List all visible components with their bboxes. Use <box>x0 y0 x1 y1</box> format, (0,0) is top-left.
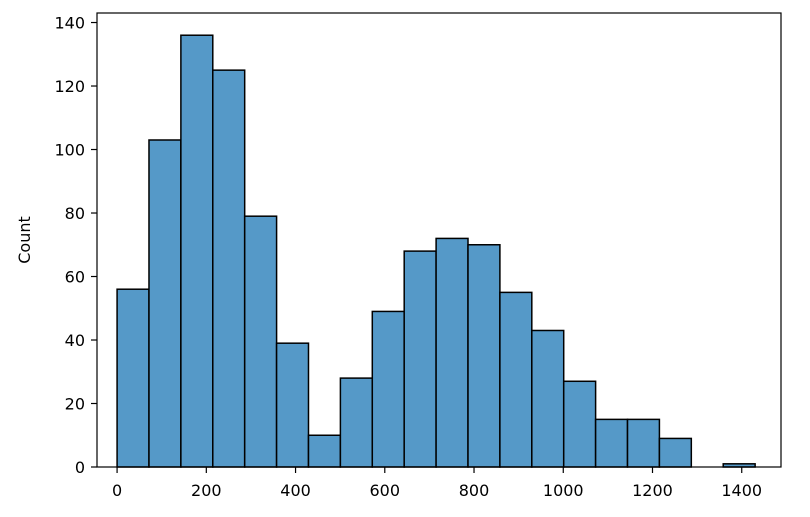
y-tick-label: 100 <box>54 141 85 160</box>
histogram-bar <box>626 418 661 468</box>
histogram-bar <box>275 342 310 468</box>
x-tick-label: 400 <box>280 481 311 500</box>
y-tick-label: 140 <box>54 14 85 33</box>
y-tick-label: 0 <box>75 458 85 477</box>
histogram-bar <box>148 139 182 468</box>
y-tick-label: 120 <box>54 77 85 96</box>
bars-group <box>116 34 756 468</box>
histogram-bar <box>371 310 405 468</box>
x-tick-label: 1200 <box>632 481 673 500</box>
histogram-bar <box>307 434 342 468</box>
plot-frame <box>96 12 782 468</box>
histogram-bar <box>403 250 437 468</box>
x-tick-label: 1400 <box>721 481 762 500</box>
y-axis: 0 20 40 60 80 100 120 140 <box>54 14 97 477</box>
y-axis-label: Count <box>15 216 34 264</box>
histogram-bar <box>212 69 246 468</box>
histogram-bar <box>339 377 374 468</box>
histogram-bar <box>467 244 501 468</box>
y-tick-label: 80 <box>65 204 85 223</box>
y-tick-label: 40 <box>65 331 85 350</box>
x-tick-label: 0 <box>112 481 122 500</box>
y-tick-label: 60 <box>65 268 85 287</box>
histogram-bar <box>180 34 214 468</box>
y-tick-label: 20 <box>65 395 85 414</box>
x-tick-label: 600 <box>370 481 401 500</box>
histogram-bar <box>243 215 278 468</box>
histogram-bar <box>531 329 565 468</box>
histogram-bar <box>499 291 533 468</box>
histogram-bar <box>435 237 469 468</box>
histogram-bar <box>562 380 597 468</box>
x-tick-label: 800 <box>459 481 490 500</box>
histogram-bar <box>116 288 150 468</box>
x-tick-label: 1000 <box>543 481 584 500</box>
x-axis: 0 200 400 600 800 1000 1200 1400 <box>112 467 762 500</box>
x-tick-label: 200 <box>191 481 222 500</box>
histogram-bar <box>658 437 693 468</box>
histogram-bar <box>594 418 629 468</box>
